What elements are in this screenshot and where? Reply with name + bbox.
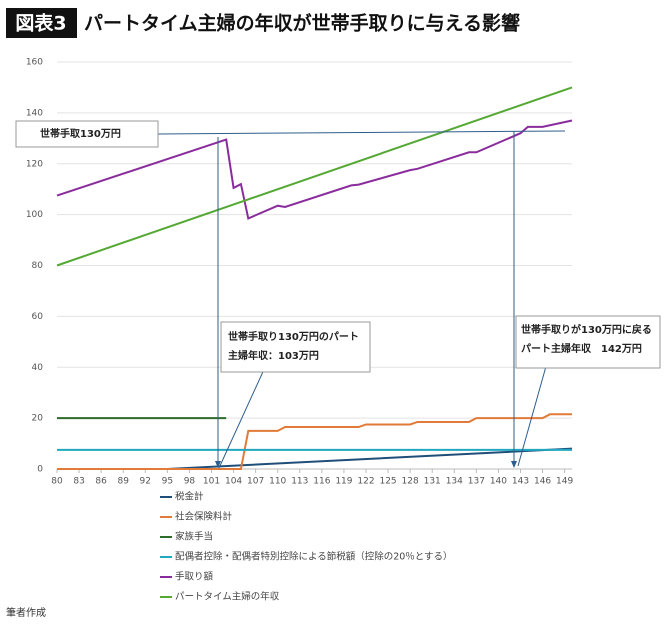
x-tick-label: 101 [203,477,220,487]
x-tick-label: 122 [357,477,374,487]
x-tick-label: 125 [379,477,396,487]
y-tick-label: 80 [32,261,44,271]
x-tick-label: 128 [402,477,419,487]
x-tick-label: 86 [95,477,107,487]
label-box [6,8,77,38]
arrow-head [215,461,221,468]
legend-label: 手取り額 [175,571,214,583]
y-tick-label: 20 [32,414,44,424]
legend-label: 配偶者控除・配偶者特別控除による節税額（控除の20％とする） [175,551,453,563]
arrow-head [511,461,517,468]
x-tick-label: 92 [140,477,151,487]
series-line [57,447,573,470]
legend-label: 社会保険料計 [175,511,233,523]
annotation-box [515,315,661,369]
x-tick-label: 95 [162,477,173,487]
annotation: パート主婦年収 142万円 [521,342,642,355]
y-tick-label: 40 [32,363,44,373]
y-tick-label: 60 [32,312,44,322]
x-tick-label: 89 [117,477,129,487]
figure-label: 図表3 [15,12,66,35]
x-tick-label: 131 [424,477,441,487]
annotation: 主婦年収：103万円 [228,349,319,362]
x-tick-label: 119 [335,477,352,487]
x-tick-label: 137 [468,477,485,487]
chart-title: パートタイム主婦の年収が世帯手取りに与える影響 [84,12,520,35]
y-tick-label: 160 [26,58,43,68]
x-tick-label: 116 [313,477,330,487]
legend: 税金計社会保険料計家族手当配偶者控除・配偶者特別控除による節税額（控除の20％と… [160,491,453,603]
x-tick-label: 83 [73,477,84,487]
x-tick-label: 134 [446,477,463,487]
x-tick-label: 146 [534,477,551,487]
x-tick-label: 110 [269,477,286,487]
x-tick-label: 107 [247,477,264,487]
x-tick-label: 149 [556,477,573,487]
legend-label: パートタイム主婦の年収 [175,591,280,603]
x-tick-label: 143 [512,477,529,487]
annotations: 世帯手取130万円 世帯手取り130万円のパート 主婦年収：103万円 世帯手取… [15,120,661,469]
source: 筆者作成 [6,606,46,619]
annotation-box [220,321,371,373]
x-tick-label: 104 [225,477,242,487]
annotation: 世帯手取り130万円のパート [228,330,359,343]
annotation: 世帯手取りが130万円に戻る [521,323,652,336]
x-tick-label: 140 [490,477,507,487]
x-tick-label: 98 [184,477,196,487]
y-tick-label: 100 [26,210,43,220]
legend-label: 家族手当 [175,531,213,543]
grid: 0 20 40 60 80 100 120 140 160 80 83 86 89 92 95 98 101 10… [26,58,574,487]
series-line [56,86,573,267]
y-tick-label: 140 [26,108,43,118]
y-tick-label: 0 [37,465,43,475]
annotation-box [15,120,159,148]
annotation: 世帯手取130万円 [40,127,121,140]
x-tick-label: 80 [51,477,63,487]
legend-label: 税金計 [175,491,204,503]
x-tick-label: 113 [291,477,308,487]
y-tick-label: 120 [26,159,43,169]
